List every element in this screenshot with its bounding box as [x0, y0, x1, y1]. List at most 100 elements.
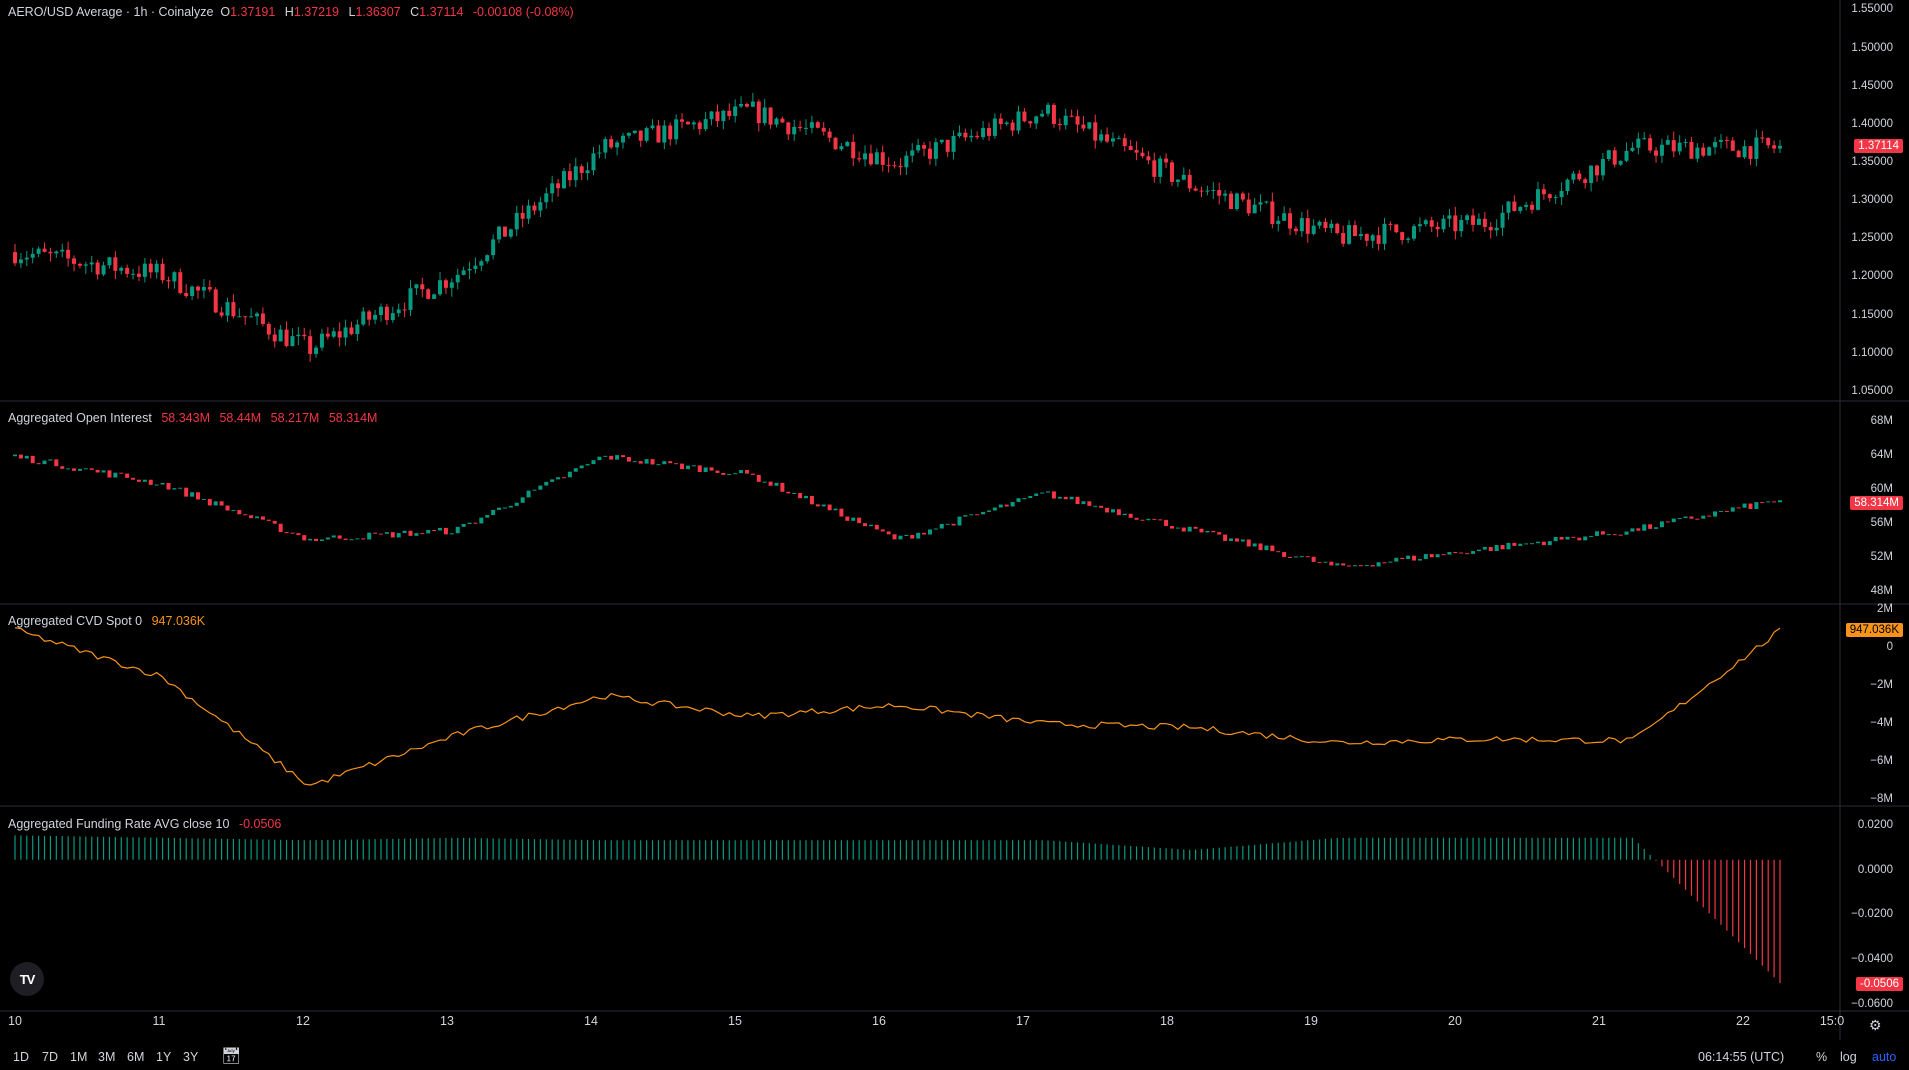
price-candle — [520, 212, 525, 219]
oi-axis-label: 56M — [1870, 517, 1893, 529]
oi-axis-label: 60M — [1870, 483, 1893, 495]
chart-canvas[interactable] — [0, 0, 1909, 1040]
clock-time[interactable]: 06:14:55 (UTC) — [1698, 1050, 1785, 1064]
price-candle — [1187, 174, 1192, 189]
oi-candle — [355, 538, 360, 540]
oi-candle — [1069, 496, 1074, 500]
oi-candle — [916, 532, 921, 539]
oi-candle — [780, 482, 785, 492]
oi-candle — [827, 504, 832, 511]
oi-axis-label: 52M — [1870, 551, 1893, 563]
oi-candle — [432, 529, 437, 531]
range-button-3m[interactable]: 3M — [98, 1050, 116, 1064]
price-candle — [1642, 138, 1647, 140]
oi-candle — [72, 468, 77, 471]
oi-candle — [237, 510, 242, 515]
funding-value: -0.0506 — [238, 817, 282, 831]
price-candle — [892, 165, 897, 167]
price-candle — [461, 270, 466, 275]
price-candle — [1388, 223, 1393, 225]
price-candle — [1016, 111, 1021, 131]
price-candle — [1051, 104, 1056, 124]
oi-candle — [13, 454, 17, 457]
price-candle — [1299, 218, 1304, 232]
price-candle — [591, 153, 596, 171]
funding-legend: Aggregated Funding Rate AVG close 10 -0.… — [8, 817, 281, 831]
oi-candle — [461, 524, 466, 527]
price-candle — [367, 311, 372, 320]
oi-candle — [1376, 562, 1381, 567]
oi-candle — [1471, 551, 1476, 554]
oi-candle — [603, 455, 608, 457]
price-candle — [414, 284, 419, 289]
range-button-6m[interactable]: 6M — [127, 1050, 145, 1064]
price-candle — [1524, 204, 1529, 207]
price-candle — [1258, 202, 1263, 205]
oi-candle — [815, 504, 820, 507]
auto-toggle[interactable]: auto — [1872, 1050, 1897, 1064]
oi-candle — [36, 463, 41, 465]
oi-axis-label: 68M — [1870, 415, 1893, 427]
cvd-name: Aggregated CVD Spot 0 — [8, 614, 143, 628]
oi-candle — [674, 463, 679, 465]
range-button-7d[interactable]: 7D — [42, 1050, 58, 1064]
price-candle — [561, 171, 566, 189]
price-candle — [1630, 147, 1635, 151]
oi-candle — [969, 514, 974, 516]
price-candle — [48, 251, 53, 254]
range-button-3y[interactable]: 3Y — [183, 1050, 199, 1064]
range-button-1m[interactable]: 1M — [70, 1050, 88, 1064]
price-candle — [1701, 147, 1706, 156]
oi-candle — [709, 467, 714, 471]
price-candle — [762, 107, 767, 124]
oi-candle — [1778, 500, 1782, 503]
oi-candle — [567, 471, 572, 478]
price-candle — [266, 323, 271, 335]
calendar-icon[interactable]: 📅︎ — [221, 1048, 242, 1065]
date-label: 21 — [1592, 1014, 1606, 1028]
chart-settings-gear-icon[interactable]: ⚙ — [1869, 1017, 1882, 1033]
price-candle — [1075, 116, 1080, 125]
price-candle — [768, 107, 773, 125]
price-candle — [933, 142, 938, 159]
oi-candle — [857, 517, 862, 524]
oi-candle — [1293, 556, 1298, 558]
oi-candle — [874, 524, 879, 530]
price-candle — [420, 284, 425, 290]
price-candle — [1270, 201, 1275, 224]
price-candle — [573, 166, 578, 181]
price-candle — [1624, 150, 1629, 161]
price-candle — [502, 226, 507, 237]
price-candle — [579, 166, 584, 174]
oi-candle — [1146, 518, 1151, 521]
oi-candle — [703, 467, 708, 473]
price-candle — [910, 150, 915, 156]
oi-candle — [591, 460, 596, 465]
price-candle — [792, 126, 797, 135]
price-candle — [780, 118, 785, 123]
price-candle — [1181, 174, 1186, 180]
oi-candle — [1063, 496, 1068, 500]
oi-candle — [650, 459, 655, 465]
log-toggle[interactable]: log — [1840, 1050, 1857, 1064]
price-candle — [544, 193, 549, 203]
oi-candle — [1311, 556, 1316, 562]
date-label: 14 — [584, 1014, 598, 1028]
price-candle — [443, 280, 448, 288]
range-button-1y[interactable]: 1Y — [156, 1050, 172, 1064]
oi-low: 58.217M — [270, 411, 320, 425]
price-candle — [1535, 189, 1540, 210]
tradingview-logo[interactable]: TV — [10, 962, 44, 996]
oi-candle — [1441, 554, 1446, 556]
percent-toggle[interactable]: % — [1816, 1050, 1828, 1064]
oi-candle — [502, 507, 507, 509]
open-value: 1.37191 — [230, 5, 276, 19]
price-candle — [1364, 234, 1369, 241]
price-candle — [874, 152, 879, 165]
oi-candle — [898, 535, 903, 540]
range-button-1d[interactable]: 1D — [13, 1050, 29, 1064]
oi-candle — [1482, 546, 1487, 550]
price-candle — [1140, 152, 1145, 157]
oi-candle — [1654, 527, 1659, 529]
oi-candle — [538, 485, 543, 490]
